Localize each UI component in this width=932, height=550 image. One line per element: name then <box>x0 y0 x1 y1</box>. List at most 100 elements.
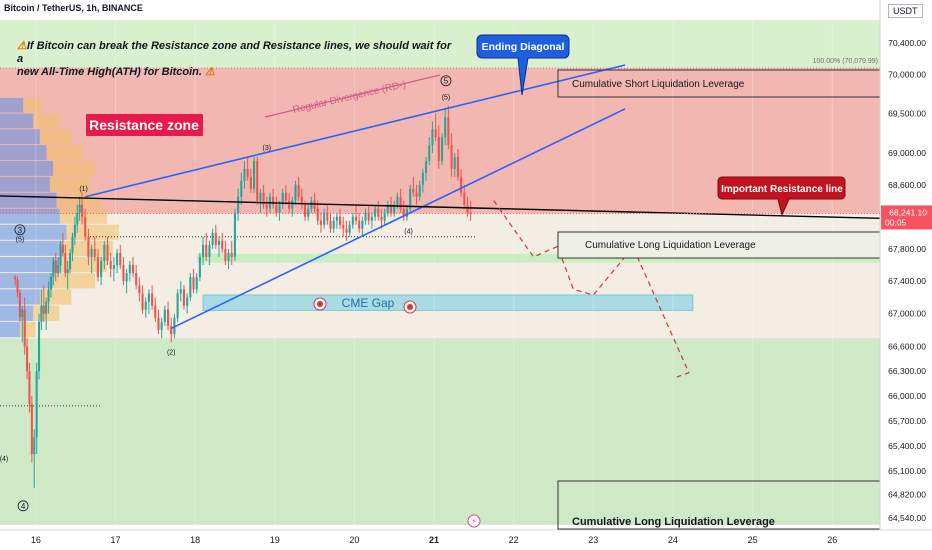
event-marker-glyph: ⚡ <box>471 517 477 526</box>
candle-body <box>21 309 24 317</box>
candle-body <box>383 212 386 221</box>
candle-body <box>402 208 405 217</box>
candle-body <box>28 371 31 405</box>
wave-label-circle <box>17 500 29 512</box>
candle-body <box>278 204 281 213</box>
candle-body <box>440 137 444 161</box>
volume-profile-bar <box>0 192 57 208</box>
idea-note-line1: If Bitcoin can break the Resistance zone… <box>17 40 452 65</box>
candle-body <box>453 156 456 169</box>
candle-body <box>224 248 227 261</box>
price-tick-label: 69,500.00 <box>888 109 926 119</box>
candle-body <box>415 192 418 197</box>
candle-body <box>313 200 316 209</box>
price-tick-label: 67,800.00 <box>888 244 926 254</box>
wave-label: 3 <box>18 226 23 235</box>
candle-body <box>211 232 214 245</box>
last-price-tag <box>881 205 932 230</box>
candle-body <box>297 184 300 197</box>
wave-label: (4) <box>0 456 8 463</box>
candle-body <box>249 176 252 189</box>
wave-label-circle <box>440 75 452 87</box>
wave-label: 4 <box>21 502 26 511</box>
candle-body <box>265 204 268 209</box>
time-tick-label: 22 <box>509 535 519 545</box>
symbol-title: Bitcoin / TetherUS, 1h, BINANCE <box>4 3 143 13</box>
price-tick-label: 69,000.00 <box>888 148 926 158</box>
wave-label: (5) <box>442 94 451 101</box>
ending-diagonal-upper-line <box>85 64 626 198</box>
ending-diagonal-label: Ending Diagonal <box>482 41 565 53</box>
candle-body <box>84 216 87 237</box>
candle-body <box>300 196 303 205</box>
time-tick-label: 21 <box>429 535 439 545</box>
candle-body <box>141 293 144 310</box>
candle-body <box>205 244 208 257</box>
candle-body <box>138 285 141 294</box>
long-liquidation-label-lower: Cumulative Long Liquidation Leverage <box>572 516 775 528</box>
candle-body <box>16 279 19 293</box>
support-zone <box>0 338 880 525</box>
candle-body <box>316 208 319 221</box>
candle-body <box>310 200 313 209</box>
candle-body <box>217 240 221 245</box>
volume-profile-bar <box>0 321 20 338</box>
divergence-line <box>264 74 441 118</box>
candle-body <box>23 309 26 347</box>
volume-profile-bar <box>49 176 90 192</box>
candle-body <box>18 292 21 317</box>
time-tick-label: 24 <box>668 535 678 545</box>
currency-label[interactable]: USDT <box>888 4 923 18</box>
candle-body <box>87 236 90 257</box>
candle-body <box>425 160 428 173</box>
candle-body <box>71 236 74 253</box>
candle-body <box>116 252 119 266</box>
volume-profile-bar <box>53 273 95 289</box>
ending-diagonal-callout <box>476 34 570 96</box>
candle-body <box>339 216 342 225</box>
volume-profile-bar <box>33 113 60 129</box>
candle-body <box>163 309 166 322</box>
price-tick-label: 67,000.00 <box>888 309 926 319</box>
price-tick-label: 66,000.00 <box>888 391 926 401</box>
candle-body <box>198 256 201 278</box>
candle-body <box>351 216 354 225</box>
candle-body <box>154 305 157 318</box>
price-tick-label: 70,000.00 <box>888 69 926 79</box>
wave-label-circle <box>14 224 26 236</box>
candle-body <box>125 273 128 282</box>
candle-body <box>393 204 396 213</box>
candle-body <box>182 289 185 306</box>
candle-body <box>272 196 275 205</box>
volume-profile-bar <box>46 145 84 160</box>
candle-body <box>463 192 466 205</box>
important-resistance-label: Important Resistance line <box>721 184 843 195</box>
candle-body <box>256 160 259 201</box>
wave-label: (5) <box>16 237 25 244</box>
candle-body <box>40 305 43 322</box>
candle-body <box>364 212 367 221</box>
price-tick-label: 64,820.00 <box>888 489 926 499</box>
candle-body <box>319 220 322 225</box>
long-liquidation-band <box>196 253 881 263</box>
candle-body <box>14 277 17 280</box>
candle-body <box>240 180 243 197</box>
candle-body <box>69 252 72 270</box>
wave-label: (3) <box>263 145 272 152</box>
volume-profile-bar <box>39 289 72 305</box>
candle-body <box>335 216 338 221</box>
idea-note-line2: new All-Time High(ATH) for Bitcoin. <box>17 66 202 78</box>
candle-body <box>233 212 236 257</box>
candle-body <box>291 200 294 209</box>
wave-label: 5 <box>444 77 449 86</box>
candle-body <box>93 248 96 257</box>
last-price-label: 68,241.10 <box>889 207 927 217</box>
price-tick-label: 68,600.00 <box>888 180 926 190</box>
candle-body <box>26 346 29 372</box>
candle-body <box>332 220 335 229</box>
volume-profile-bar <box>0 305 34 321</box>
candle-body <box>35 371 38 438</box>
candle-body <box>342 224 345 229</box>
price-tick-label: 66,600.00 <box>888 341 926 351</box>
